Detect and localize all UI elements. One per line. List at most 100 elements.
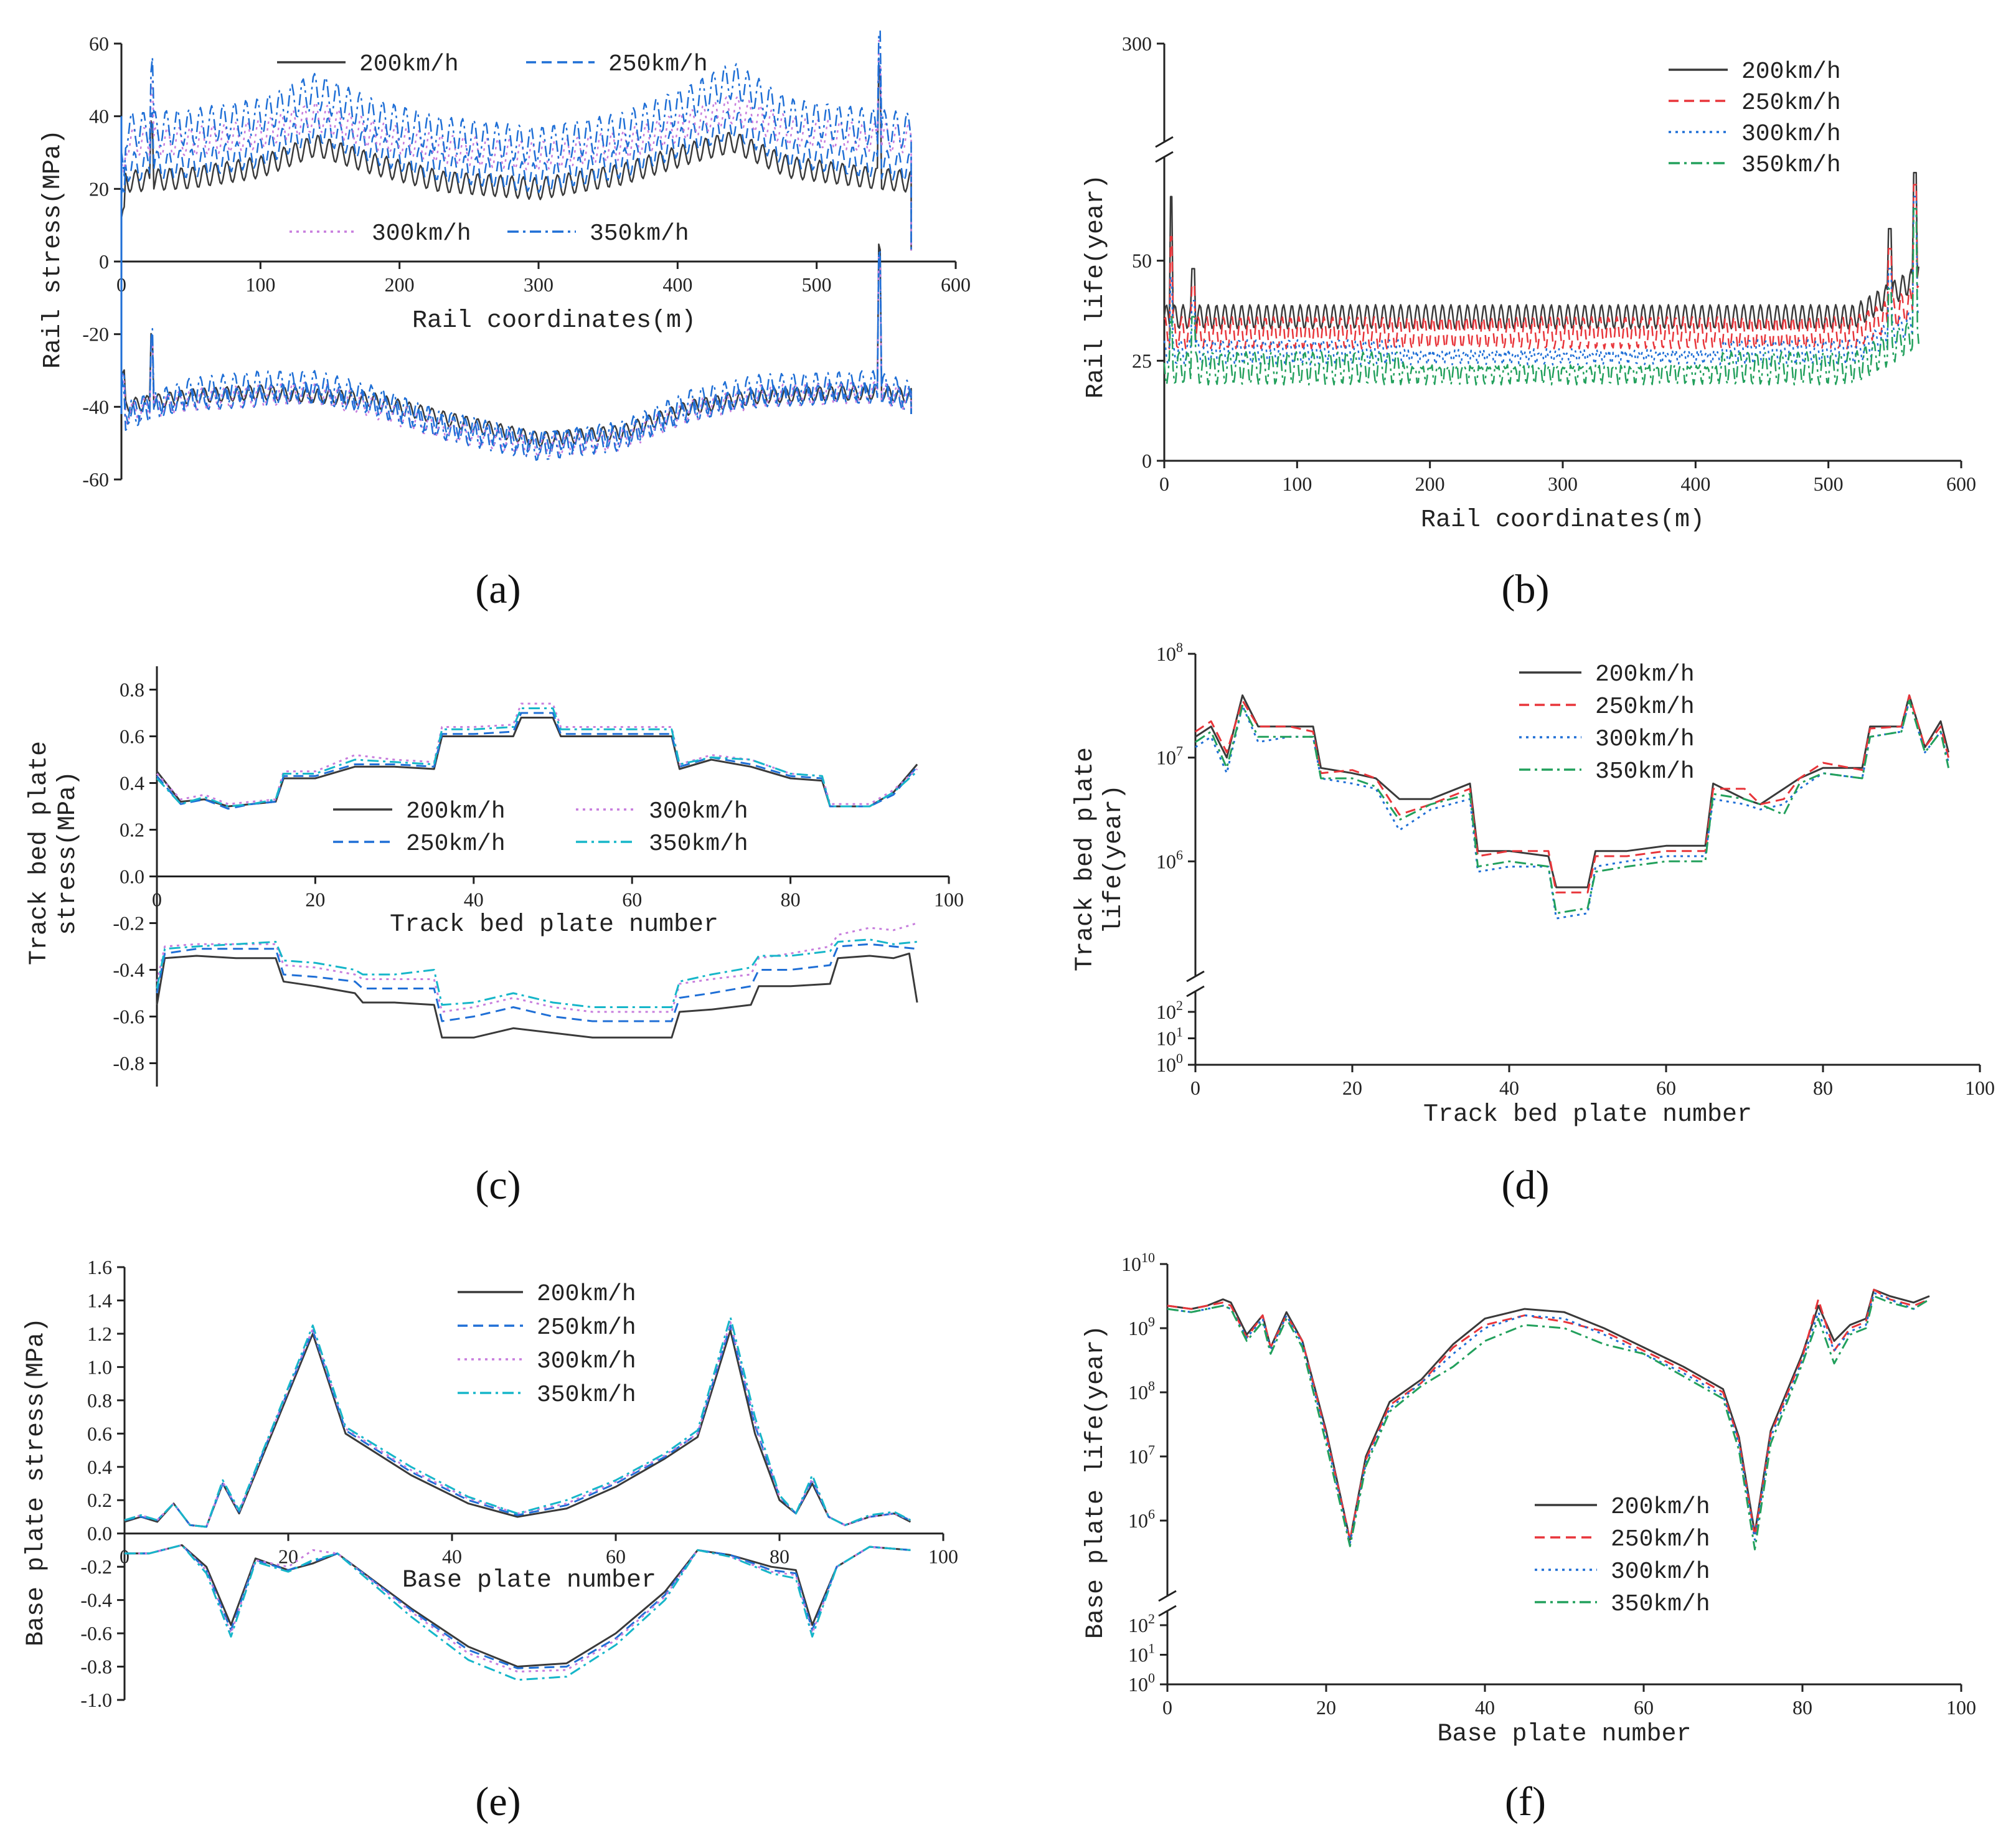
y-tick-label: 101 xyxy=(1156,1024,1183,1050)
y-tick-base: 10 xyxy=(1128,1381,1148,1404)
y-tick-label: 0 xyxy=(99,250,109,273)
y-tick-label: 1.2 xyxy=(87,1323,112,1345)
y-axis-label-line1: Track bed plate xyxy=(1072,747,1100,971)
y-tick-exponent: 8 xyxy=(1176,639,1183,655)
legend-label-200km/h: 200km/h xyxy=(1611,1494,1710,1521)
y-tick-label: 102 xyxy=(1128,1611,1155,1636)
x-tick-label: 40 xyxy=(1475,1696,1495,1719)
y-tick-exponent: 1 xyxy=(1176,1024,1183,1040)
series-line-350km/h xyxy=(1167,1295,1930,1550)
y-tick-label: 0.8 xyxy=(87,1389,112,1412)
series-line-300km/h-lower xyxy=(156,922,918,1013)
y-tick-base: 10 xyxy=(1121,1253,1141,1275)
y-tick-exponent: 2 xyxy=(1176,998,1183,1013)
y-tick-label: 0.6 xyxy=(120,725,144,748)
x-tick-label: 500 xyxy=(802,273,832,296)
x-tick-label: 80 xyxy=(1813,1077,1833,1099)
y-tick-label: 0.0 xyxy=(120,866,144,888)
chart-panel-e: -1.0 -0.8 -0.6 -0.4 -0.2 0.0 0.2 0.4 0.6 0.8 1.0 1.… xyxy=(22,1256,958,1711)
x-tick-label: 100 xyxy=(1282,473,1312,495)
series-line-200km/h-upper xyxy=(120,64,912,251)
y-tick-base: 10 xyxy=(1156,747,1176,769)
series-line-200km/h-lower xyxy=(125,1544,911,1668)
series-line-200km/h xyxy=(1195,694,1950,889)
y-tick-exponent: 6 xyxy=(1176,847,1183,862)
y-axis-label: Rail stress(MPa) xyxy=(39,130,67,369)
y-tick-base: 10 xyxy=(1128,1644,1148,1666)
series-line-300km/h-lower xyxy=(121,256,912,458)
series-line-200km/h-upper xyxy=(124,1329,911,1528)
series-line-250km/h xyxy=(1164,184,1919,350)
legend-label-250km/h: 250km/h xyxy=(537,1314,636,1341)
x-tick-label: 60 xyxy=(1634,1696,1654,1719)
x-tick-label: 0 xyxy=(1162,1696,1172,1719)
x-tick-label: 80 xyxy=(770,1545,789,1568)
series-line-200km/h-upper xyxy=(156,717,918,808)
y-tick-label: 107 xyxy=(1128,1442,1155,1468)
series-line-300km/h xyxy=(1195,699,1950,920)
series-line-200km/h xyxy=(1163,172,1919,330)
series-line-300km/h-upper xyxy=(124,1321,911,1528)
y-axis-label-line2: life(year) xyxy=(1100,785,1128,934)
series-line-250km/h-lower xyxy=(125,1544,911,1669)
x-tick-label: 80 xyxy=(1792,1696,1812,1719)
y-tick-label: 0.2 xyxy=(87,1489,112,1511)
y-tick-label: 102 xyxy=(1156,998,1183,1023)
x-tick-label: 300 xyxy=(524,273,553,296)
legend-label-300km/h: 300km/h xyxy=(537,1348,636,1375)
legend-label-350km/h: 350km/h xyxy=(649,831,748,857)
y-tick-base: 10 xyxy=(1156,850,1176,872)
x-axis-label: Rail coordinates(m) xyxy=(412,307,696,335)
x-tick-label: 300 xyxy=(1548,473,1578,495)
x-axis-label: Rail coordinates(m) xyxy=(1421,506,1705,534)
x-tick-label: 100 xyxy=(245,273,275,296)
x-tick-label: 100 xyxy=(928,1545,958,1568)
x-tick-label: 40 xyxy=(464,889,484,911)
y-tick-exponent: 8 xyxy=(1148,1378,1155,1394)
y-axis-label-line2: stress(MPa) xyxy=(54,771,82,935)
y-tick-label: -1.0 xyxy=(80,1689,112,1711)
y-tick-label: -40 xyxy=(82,395,109,418)
y-tick-label: -20 xyxy=(82,323,109,346)
series-line-350km/h xyxy=(1163,207,1919,386)
x-tick-label: 100 xyxy=(1946,1696,1976,1719)
caption-d: (d) xyxy=(1502,1163,1550,1208)
series-line-300km/h-upper xyxy=(156,702,918,805)
caption-a: (a) xyxy=(475,567,520,612)
legend-label-350km/h: 350km/h xyxy=(537,1382,636,1409)
y-axis-label: Track bed platestress(MPa) xyxy=(26,741,82,965)
y-tick-label: 101 xyxy=(1128,1641,1155,1666)
series-line-350km/h-lower xyxy=(125,1544,911,1681)
y-tick-exponent: 7 xyxy=(1176,743,1183,759)
x-tick-label: 0 xyxy=(120,1545,130,1568)
x-axis-label: Track bed plate number xyxy=(390,911,718,939)
y-tick-label: 106 xyxy=(1156,847,1183,872)
x-axis-label: Base plate number xyxy=(1437,1720,1691,1748)
y-tick-exponent: 2 xyxy=(1148,1611,1155,1626)
axis-break xyxy=(1186,970,1205,983)
series-line-300km/h xyxy=(1167,1291,1930,1544)
caption-b: (b) xyxy=(1502,567,1550,612)
y-tick-label: 60 xyxy=(89,32,109,55)
series-line-350km/h-upper xyxy=(124,1316,911,1528)
chart-panel-a: -60-40-2002040600100200300400500600200km… xyxy=(39,30,971,491)
legend-label-350km/h: 350km/h xyxy=(590,220,689,247)
y-tick-label: -0.8 xyxy=(113,1052,144,1075)
legend-label-250km/h: 250km/h xyxy=(406,831,506,857)
series-line-300km/h-upper xyxy=(120,39,912,251)
axis-break xyxy=(1155,136,1174,148)
y-tick-base: 10 xyxy=(1128,1445,1148,1468)
legend-label-250km/h: 250km/h xyxy=(608,51,708,78)
y-tick-exponent: 1 xyxy=(1148,1641,1155,1656)
chart-panel-b: 0 25 50 300 0 100 200 300 400 500 600 200km/h 250km/… xyxy=(1082,32,1976,534)
x-tick-label: 0 xyxy=(152,889,162,911)
y-tick-exponent: 0 xyxy=(1176,1050,1183,1066)
legend-label-200km/h: 200km/h xyxy=(1595,661,1695,688)
legend-label-350km/h: 350km/h xyxy=(1611,1591,1710,1618)
series-line-250km/h-upper xyxy=(120,57,912,251)
x-tick-label: 600 xyxy=(1946,473,1976,495)
axis-break xyxy=(1158,1605,1177,1617)
y-tick-label: -0.4 xyxy=(113,959,144,981)
legend-label-300km/h: 300km/h xyxy=(372,220,471,247)
